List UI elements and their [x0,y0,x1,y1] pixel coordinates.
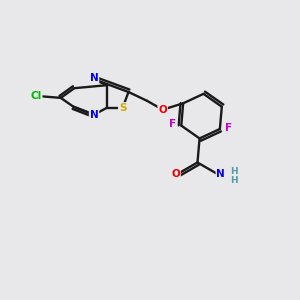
Text: N: N [90,73,98,83]
Text: O: O [158,105,167,115]
Text: N: N [90,110,98,120]
Text: F: F [169,119,177,129]
Text: H: H [230,167,238,176]
Text: N: N [216,169,225,179]
Text: F: F [224,122,232,133]
Text: O: O [171,169,180,179]
Text: Cl: Cl [30,91,42,101]
Text: S: S [119,103,126,113]
Text: H: H [230,176,238,185]
